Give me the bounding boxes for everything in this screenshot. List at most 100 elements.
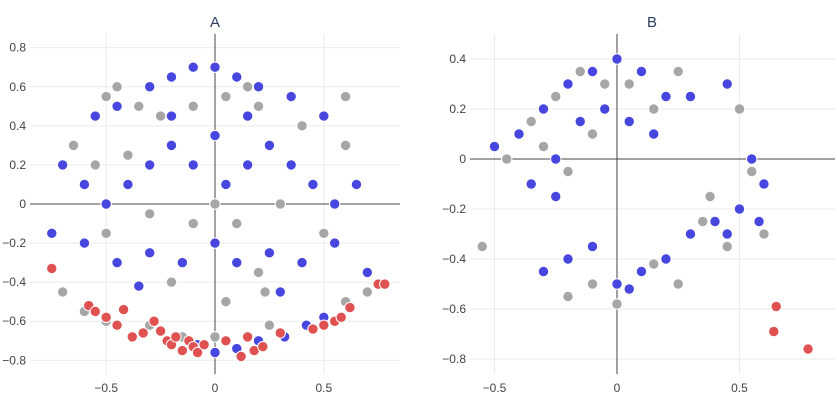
panel-a-point-red (100, 311, 112, 324)
panel-a-point-gray (296, 120, 308, 132)
panel-b-point-blue (635, 265, 648, 278)
panel-a-point-blue (100, 198, 112, 210)
panel-b-ytick-label: 0.4 (449, 52, 466, 66)
panel-b-point-gray (704, 190, 716, 203)
panel-a-point-blue (241, 159, 254, 171)
panel-a-ytick-label: −0.8 (2, 353, 26, 367)
panel-a-point-red (335, 311, 347, 324)
panel-a-point-blue (209, 346, 221, 359)
panel-b-point-gray (537, 140, 550, 153)
panel-b-point-gray (648, 258, 660, 270)
panel-a-point-gray (187, 217, 199, 230)
panel-b-point-gray (721, 240, 733, 253)
panel-b-point-blue (623, 283, 635, 295)
panel-b-point-blue (537, 265, 550, 278)
panel-a-ytick-label: −0.6 (2, 314, 26, 328)
panel-a-point-blue (209, 237, 221, 249)
panel-a-point-gray (252, 100, 265, 112)
panel-a-point-gray (274, 198, 286, 210)
panel-b-point-gray (599, 78, 611, 90)
panel-b-point-gray (648, 103, 660, 115)
panel-a-point-blue (263, 139, 276, 152)
panel-b-point-blue (537, 103, 550, 115)
panel-b-point-blue (599, 103, 611, 115)
panel-a-title: A (210, 14, 220, 31)
panel-a-point-red (126, 331, 138, 343)
panel-a-point-blue (231, 256, 243, 269)
panel-b-point-red (802, 343, 814, 355)
panel-a-point-red (191, 346, 204, 359)
panel-b-point-gray (672, 278, 684, 290)
panel-b-point-blue (550, 153, 562, 165)
panel-b-ytick-label: −0.4 (442, 252, 466, 266)
panel-b-ytick-label: −0.6 (442, 302, 466, 316)
panel-a-point-blue (144, 81, 156, 93)
panel-a-points (46, 61, 391, 363)
panel-a-ytick-label: 0.2 (9, 158, 26, 172)
panel-b-point-blue (733, 203, 746, 215)
panel-a-point-blue (111, 256, 123, 269)
panel-b-point-blue (746, 153, 758, 165)
panel-a: −0.5 0 0.5 −0.8 −0.6 −0.4 −0.2 0 0.2 0.4 0.6 0.8 A (2, 14, 400, 395)
panel-a-point-blue (285, 90, 297, 103)
panel-a-ytick-label: −0.2 (2, 236, 26, 250)
panel-a-point-blue (111, 100, 123, 112)
panel-b-xtick-label: 0.5 (731, 381, 748, 395)
panel-a-point-blue (78, 237, 91, 249)
panel-b-point-blue (562, 78, 574, 90)
panel-a-point-gray (165, 276, 178, 288)
panel-b-point-blue (550, 190, 562, 203)
panel-a-point-gray (252, 266, 265, 279)
panel-b-xtick-label: 0 (614, 381, 621, 395)
panel-b-xtick-label: −0.5 (483, 381, 507, 395)
panel-a-point-blue (165, 110, 178, 122)
panel-b-point-blue (611, 53, 623, 65)
panel-b-zerolines (470, 34, 835, 374)
panel-b-point-gray (611, 298, 623, 310)
panel-a-point-red (257, 340, 269, 353)
panel-b-point-blue (684, 90, 697, 103)
panel-b-ytick-label: −0.8 (442, 352, 466, 366)
panel-a-point-gray (318, 227, 330, 240)
panel-b-point-blue (586, 240, 599, 253)
panel-b-ytick-label: 0 (459, 152, 466, 166)
panel-a-point-gray (67, 139, 80, 152)
panel-a-point-gray (259, 286, 271, 298)
panel-a-point-gray (100, 227, 112, 240)
panel-b-ytick-label: 0.2 (449, 102, 466, 116)
panel-a-point-gray (361, 286, 374, 298)
panel-a-point-blue (329, 237, 341, 249)
panel-a-point-gray (187, 100, 199, 112)
panel-a-point-red (137, 327, 149, 339)
panel-b-point-gray (562, 165, 574, 178)
panel-b-point-blue (758, 178, 770, 190)
panel-b-point-blue (721, 78, 733, 90)
panel-b-point-gray (525, 115, 537, 128)
panel-a-point-gray (100, 90, 112, 103)
panel-a-point-red (154, 325, 167, 337)
panel-a-point-gray (209, 198, 221, 210)
panel-a-point-blue (231, 71, 243, 83)
panel-a-point-red (220, 335, 232, 347)
panel-a-point-gray (122, 149, 134, 161)
panel-a-point-blue (274, 286, 286, 298)
panel-a-point-blue (209, 61, 221, 73)
panel-a-point-blue (329, 198, 341, 210)
panel-b-point-blue (684, 228, 697, 240)
panel-a-xtick-label: −0.5 (94, 381, 118, 395)
panel-a-point-red (274, 327, 286, 339)
panel-b-point-blue (513, 128, 525, 140)
panel-a-ytick-label: −0.4 (2, 275, 26, 289)
panel-a-ytick-label: 0.4 (9, 119, 26, 133)
panel-b-point-gray (501, 153, 513, 165)
panel-a-point-blue (46, 227, 58, 240)
panel-a-point-red (117, 303, 130, 316)
panel-b-point-blue (635, 65, 648, 78)
panel-a-tick-labels: −0.5 0 0.5 −0.8 −0.6 −0.4 −0.2 0 0.2 0.4 0.6 0.8 (2, 41, 332, 395)
panel-a-point-blue (89, 110, 101, 122)
panel-a-point-red (111, 319, 123, 331)
panel-b-point-blue (574, 115, 586, 128)
panel-b-point-gray (586, 278, 599, 290)
panel-b-point-blue (721, 228, 733, 240)
